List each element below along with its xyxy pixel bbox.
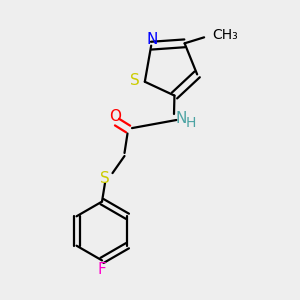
Text: H: H <box>185 116 196 130</box>
Text: O: O <box>110 109 122 124</box>
Text: N: N <box>146 32 158 46</box>
Text: F: F <box>98 262 106 278</box>
Text: S: S <box>130 73 140 88</box>
Text: S: S <box>100 171 110 186</box>
Text: CH₃: CH₃ <box>212 28 238 42</box>
Text: N: N <box>175 111 187 126</box>
